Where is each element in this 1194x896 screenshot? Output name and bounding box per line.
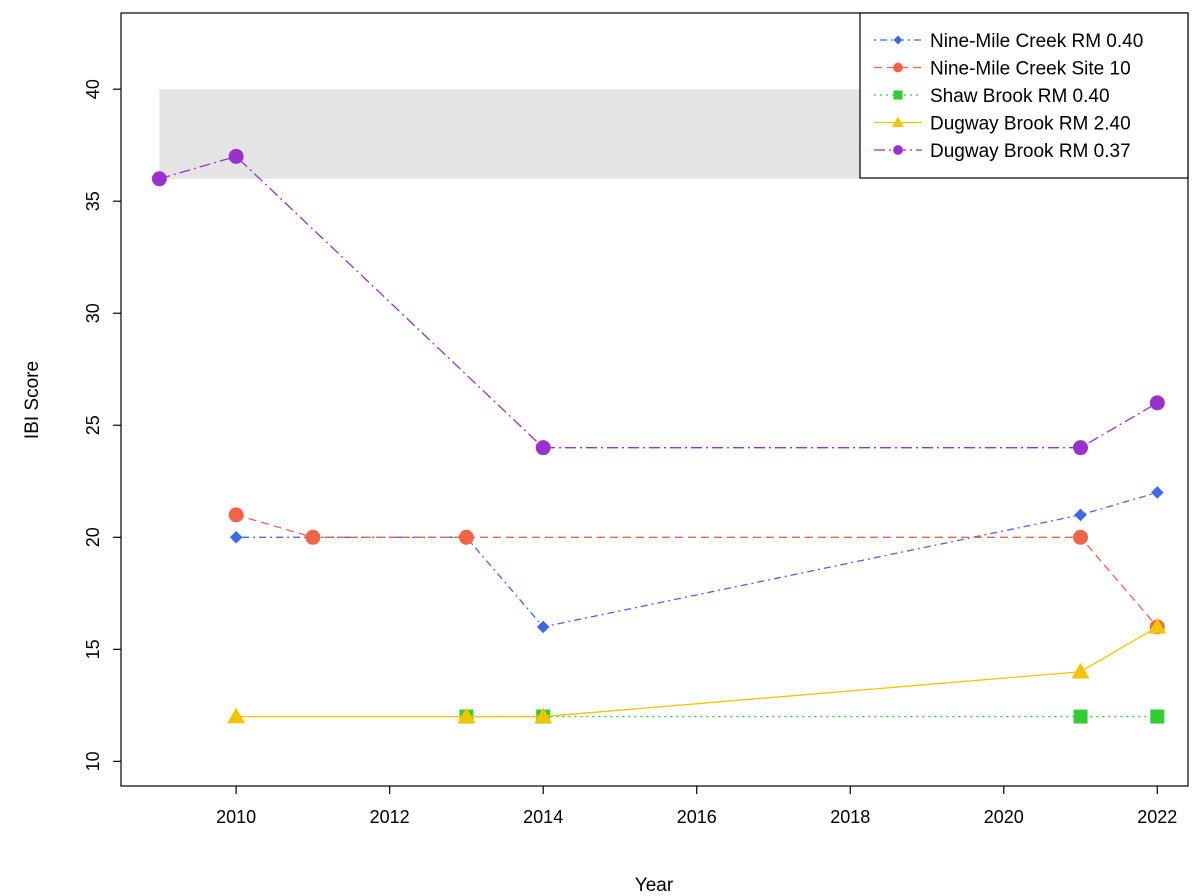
y-tick-label: 25: [83, 415, 103, 435]
x-tick-label: 2014: [523, 807, 563, 827]
data-point: [1150, 395, 1165, 410]
data-point: [1073, 440, 1088, 455]
legend: Nine-Mile Creek RM 0.40 Nine-Mile Creek S…: [860, 13, 1188, 178]
data-point: [1074, 710, 1088, 724]
data-point: [229, 149, 244, 164]
legend-label: Nine-Mile Creek Site 10: [930, 59, 1131, 80]
x-axis-title: Year: [635, 875, 674, 896]
data-point: [152, 171, 167, 186]
data-point: [536, 440, 551, 455]
data-point: [459, 530, 474, 545]
x-tick-label: 2012: [370, 807, 410, 827]
data-point: [305, 530, 320, 545]
y-tick-label: 30: [83, 303, 103, 323]
y-tick-label: 35: [83, 191, 103, 211]
y-tick-label: 20: [83, 527, 103, 547]
y-tick-label: 10: [83, 751, 103, 771]
legend-swatch-marker: [893, 145, 903, 155]
legend-label: Nine-Mile Creek RM 0.40: [930, 31, 1143, 52]
data-point: [229, 507, 244, 522]
legend-swatch-marker: [893, 90, 902, 99]
data-point: [1150, 710, 1164, 724]
data-point: [1073, 530, 1088, 545]
x-tick-label: 2010: [216, 807, 256, 827]
legend-label: Dugway Brook RM 2.40: [930, 114, 1131, 135]
x-tick-label: 2018: [830, 807, 870, 827]
y-axis-title: IBI Score: [22, 361, 43, 439]
x-tick-label: 2020: [984, 807, 1024, 827]
y-tick-label: 40: [83, 79, 103, 99]
x-tick-label: 2016: [677, 807, 717, 827]
x-tick-label: 2022: [1137, 807, 1177, 827]
y-tick-label: 15: [83, 639, 103, 659]
legend-swatch-marker: [893, 63, 903, 73]
legend-label: Dugway Brook RM 0.37: [930, 141, 1131, 162]
legend-label: Shaw Brook RM 0.40: [930, 86, 1110, 107]
